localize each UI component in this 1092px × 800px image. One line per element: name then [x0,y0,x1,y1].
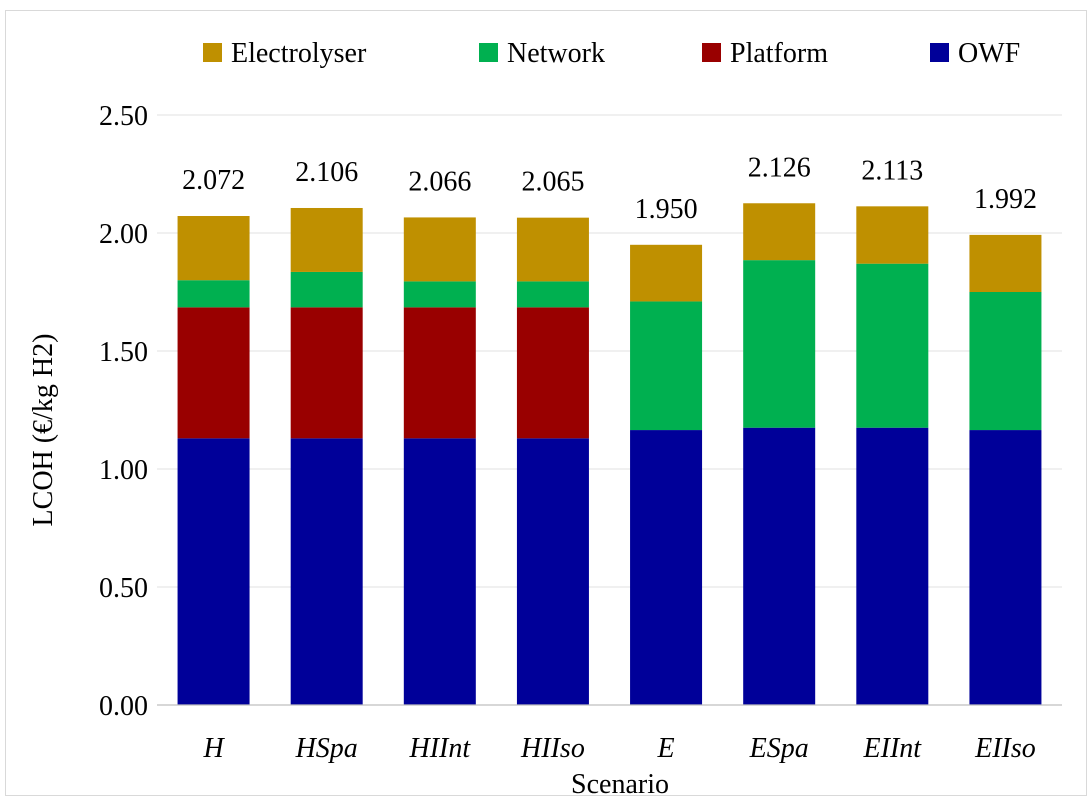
total-label-hiint: 2.066 [408,166,471,197]
bar-network-eiint [856,263,929,428]
bar-network-hiint [403,281,476,308]
x-axis-title: Scenario [571,769,669,800]
total-label-hiiso: 2.065 [521,167,584,198]
x-tick-label: H [202,733,225,764]
bar-electrolyser-e [630,244,703,302]
bar-electrolyser-eiint [856,206,929,264]
bar-platform-h [177,307,250,439]
y-axis-title: LCOH (€/kg H2) [28,334,59,527]
bar-network-e [630,301,703,431]
total-label-eiint: 2.113 [861,155,923,186]
bar-electrolyser-espa [743,203,816,261]
legend-label-owf: OWF [958,38,1020,69]
bar-network-hiiso [516,281,589,308]
x-axis-ticks: H HSpa HIInt HIIso E ESpa EIInt EIIso [202,733,1035,764]
x-tick-label: HSpa [295,733,358,764]
total-label-eiiso: 1.992 [974,184,1037,215]
bar-platform-hspa [290,307,363,439]
bar-network-eiiso [969,292,1042,431]
y-tick-label: 1.00 [99,455,148,486]
bar-electrolyser-hiint [403,217,476,282]
y-tick-label: 1.50 [99,337,148,368]
total-labels: 2.072 2.106 2.066 2.065 1.950 2.126 2.113 1.992 [182,152,1037,225]
bar-owf-e [630,430,703,705]
bar-network-espa [743,260,816,428]
x-tick-label: E [657,733,675,764]
legend-label-platform: Platform [730,38,828,69]
legend-swatch-owf [930,43,949,62]
legend-label-network: Network [507,38,605,69]
total-label-e: 1.950 [635,194,698,225]
legend-swatch-electrolyser [203,43,222,62]
legend-swatch-platform [702,43,721,62]
bar-owf-eiint [856,427,929,705]
bar-electrolyser-h [177,216,250,281]
x-tick-label: EIInt [863,733,923,764]
x-tick-label: EIIso [974,733,1036,764]
bar-electrolyser-eiiso [969,234,1042,292]
x-tick-label: HIIso [520,733,585,764]
bar-owf-hiint [403,438,476,705]
x-tick-label: HIInt [408,733,471,764]
bars [177,203,1042,705]
y-axis-ticks: 0.00 0.50 1.00 1.50 2.00 2.50 [99,101,148,722]
bar-platform-hiiso [516,307,589,439]
y-tick-label: 0.50 [99,573,148,604]
bar-owf-eiiso [969,430,1042,705]
total-label-espa: 2.126 [748,152,811,183]
bar-network-hspa [290,271,363,308]
bar-owf-h [177,438,250,705]
y-tick-label: 0.00 [99,691,148,722]
bar-network-h [177,280,250,308]
bar-electrolyser-hiiso [516,217,589,282]
bar-owf-hspa [290,438,363,705]
y-tick-label: 2.50 [99,101,148,132]
y-tick-label: 2.00 [99,219,148,250]
bar-owf-espa [743,427,816,705]
x-tick-label: ESpa [749,733,809,764]
bar-platform-hiint [403,307,476,439]
bar-electrolyser-hspa [290,207,363,272]
total-label-hspa: 2.106 [295,157,358,188]
total-label-h: 2.072 [182,165,245,196]
legend-label-electrolyser: Electrolyser [231,38,367,69]
legend-swatch-network [479,43,498,62]
legend: Electrolyser Network Platform OWF [203,38,1020,69]
bar-owf-hiiso [516,438,589,705]
